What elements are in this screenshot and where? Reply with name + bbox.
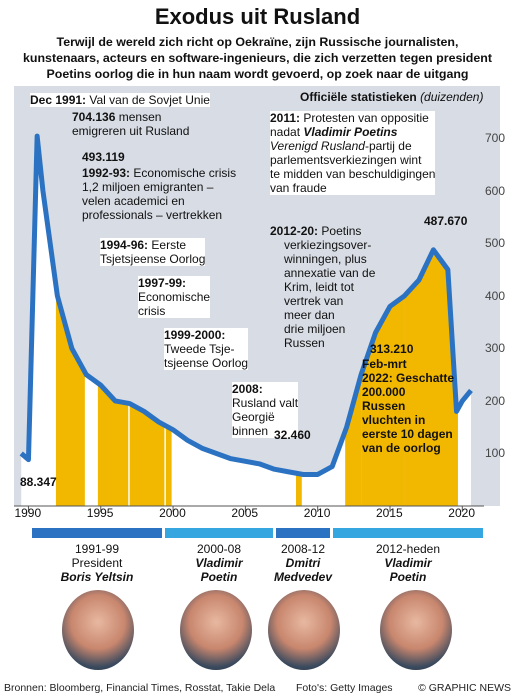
annotation-2011: 2011: Protesten van oppositie nadat Vlad… bbox=[270, 111, 436, 195]
putin-portrait-2 bbox=[380, 590, 452, 670]
emigration-series-line bbox=[19, 133, 473, 477]
subtitle-line: Poetins oorlog die in hun naam wordt gev… bbox=[46, 67, 469, 81]
x-tick-label: 1995 bbox=[86, 506, 114, 520]
annotation-487670: 487.670 bbox=[424, 214, 468, 228]
shaded-period-2 bbox=[129, 403, 165, 506]
yeltsin-portrait bbox=[62, 590, 134, 670]
x-tick-label: 2000 bbox=[159, 506, 186, 520]
brand-credit: © GRAPHIC NEWS bbox=[418, 682, 511, 694]
era-yeltsin: 1991-99 President Boris Yeltsin bbox=[60, 542, 134, 584]
x-tick-label: 1990 bbox=[14, 506, 42, 520]
era-putin-2: 2012-heden Vladimir Poetin bbox=[375, 542, 441, 584]
era-bar-putin-2 bbox=[333, 528, 483, 538]
era-medvedev: 2008-12 Dmitri Medvedev bbox=[273, 542, 333, 584]
annotation-1999-2000: 1999-2000: Tweede Tsje- tsjeense Oorlog bbox=[164, 328, 249, 370]
shaded-period-5 bbox=[345, 374, 362, 506]
shaded-period-7 bbox=[404, 249, 458, 507]
medvedev-portrait bbox=[268, 590, 340, 670]
unit-label: Officiële statistieken (duizenden) bbox=[300, 90, 484, 104]
annotation-1992-93: 1992-93: Economische crisis 1,2 miljoen … bbox=[82, 166, 237, 222]
annotation-2008: 2008: Rusland valt Georgië binnen bbox=[232, 382, 299, 438]
x-tick-label: 2005 bbox=[231, 506, 259, 520]
shaded-period-0 bbox=[55, 285, 85, 506]
sources-credit: Bronnen: Bloomberg, Financial Times, Ros… bbox=[4, 682, 276, 694]
putin-portrait-1 bbox=[180, 590, 252, 670]
annotation-88347: 88.347 bbox=[20, 475, 57, 489]
shaded-period-1 bbox=[97, 383, 129, 506]
y-tick-label: 300 bbox=[484, 341, 505, 356]
y-tick-label: 200 bbox=[484, 393, 505, 408]
annotation-704136: 704.136 mensen emigreren uit Rusland bbox=[72, 110, 190, 138]
subtitle-line: Terwijl de wereld zich richt op Oekraïne… bbox=[56, 35, 459, 49]
annotation-2022: Feb-mrt 2022: Geschatte 200.000 Russen v… bbox=[362, 357, 455, 455]
era-bar-yeltsin bbox=[32, 528, 162, 538]
y-tick-label: 400 bbox=[484, 288, 505, 303]
photo-credit: Foto's: Getty Images bbox=[296, 682, 393, 694]
y-tick-label: 700 bbox=[484, 131, 505, 146]
annotation-1991: Dec 1991: Val van de Sovjet Unie bbox=[30, 93, 210, 107]
annotation-493119: 493.119 bbox=[82, 150, 125, 164]
y-tick-label: 500 bbox=[484, 236, 505, 251]
annotation-1994-96: 1994-96: Eerste Tsjetsjeense Oorlog bbox=[100, 238, 206, 266]
y-tick-label: 600 bbox=[484, 183, 505, 198]
annotation-2012-20: 2012-20: Poetins verkiezingsover- winnin… bbox=[270, 224, 376, 350]
shaded-period-3 bbox=[165, 425, 172, 506]
annotation-313210: 313.210 bbox=[370, 342, 414, 356]
annotation-1997-99: 1997-99: Economische crisis bbox=[138, 276, 211, 318]
annotation-32460: 32.460 bbox=[274, 428, 311, 442]
x-tick-label: 2020 bbox=[448, 506, 475, 520]
y-tick-label: 100 bbox=[484, 446, 505, 461]
x-tick-label: 2015 bbox=[376, 506, 403, 520]
page-title: Exodus uit Rusland bbox=[154, 4, 361, 29]
era-bar-putin-1 bbox=[165, 528, 273, 538]
page-subtitle: Terwijl de wereld zich richt op Oekraïne… bbox=[8, 34, 507, 82]
shaded-period-4 bbox=[296, 473, 302, 506]
era-putin-1: 2000-08 Vladimir Poetin bbox=[195, 542, 243, 584]
x-tick-label: 2010 bbox=[303, 506, 331, 520]
era-bar-medvedev bbox=[276, 528, 330, 538]
subtitle-line: kunstenaars, acteurs en software-ingenie… bbox=[23, 51, 492, 65]
